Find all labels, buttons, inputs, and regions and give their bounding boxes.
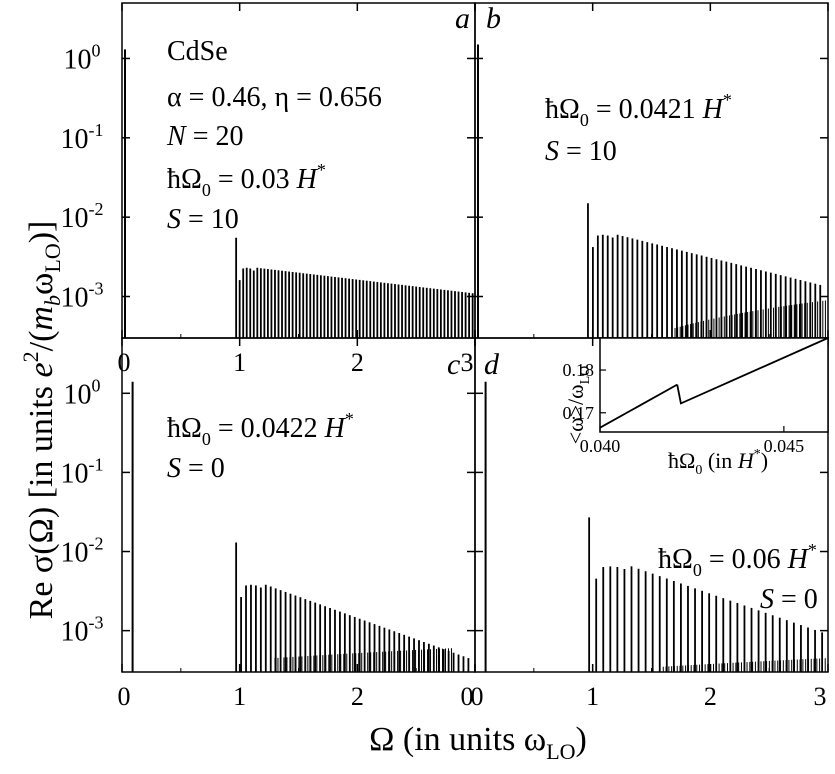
panel-letter-b: b — [486, 2, 501, 35]
inset-y-axis-label: <ω>/ωLO — [563, 366, 593, 445]
y-tick-label: 10-2 — [61, 534, 104, 569]
x-tick-label: 1 — [233, 682, 246, 711]
x-tick-label: 3 — [461, 348, 474, 377]
y-tick-label: 10-1 — [61, 454, 104, 489]
inset-y-tick-label: 0.17 — [563, 403, 595, 423]
inset-series-line — [676, 337, 829, 405]
x-tick-label: 1 — [586, 682, 599, 711]
y-tick-label: 10-3 — [61, 613, 104, 648]
annotation-d-1: S = 0 — [760, 584, 818, 615]
x-tick-label: 0 — [118, 348, 131, 377]
panel-d: 0 1 2 3 — [471, 337, 829, 711]
x-tick-label: 2 — [704, 682, 717, 711]
x-axis-label: Ω (in units ωLO) — [369, 721, 587, 764]
inset-series-line — [599, 383, 678, 429]
y-tick-label: 100 — [64, 40, 101, 75]
x-tick-label: 0 — [118, 682, 131, 711]
y-tick-label: 10-3 — [61, 279, 104, 314]
annotation-c-1: S = 0 — [167, 453, 225, 484]
inset-x-tick-label: 0.040 — [580, 436, 621, 456]
panel-a: 0 1 2 3 100 10-1 10-2 10-3 — [61, 2, 476, 377]
panel-b — [474, 2, 829, 339]
y-tick-label: 10-1 — [61, 120, 104, 155]
annotation-a-1: α = 0.46, η = 0.656 — [167, 82, 382, 113]
annotation-c-0: ħΩ0 = 0.0422 H* — [167, 409, 354, 449]
x-tick-label: 2 — [351, 682, 364, 711]
x-tick-label: 1 — [233, 348, 246, 377]
inset-y-tick-label: 0.18 — [563, 360, 595, 380]
annotation-a-2: N = 20 — [166, 121, 243, 152]
x-tick-label: 3 — [814, 682, 827, 711]
annotation-a-0: CdSe — [167, 36, 228, 67]
x-tick-label: 0 — [471, 682, 484, 711]
annotation-a-4: S = 10 — [167, 204, 239, 235]
annotation-b-0: ħΩ0 = 0.0421 H* — [545, 90, 732, 130]
panel-letter-c: c — [447, 348, 460, 381]
y-tick-label: 10-2 — [61, 199, 104, 234]
y-tick-label: 100 — [64, 375, 101, 410]
x-tick-label: 2 — [351, 348, 364, 377]
inset-x-axis-label: ħΩ0 (in H*) — [668, 447, 768, 478]
inset-frame — [599, 337, 829, 433]
plot-frame — [121, 337, 476, 673]
panel-letter-a: a — [455, 2, 470, 35]
x-tick-label: 0 — [461, 682, 474, 711]
annotation-b-1: S = 10 — [545, 136, 617, 167]
annotation-a-3: ħΩ0 = 0.03 H* — [167, 160, 326, 200]
inset-x-tick-label: 0.045 — [764, 436, 805, 456]
panel-d-inset: 0.040 0.045 0.17 0.18 — [563, 337, 829, 456]
panel-c: 0 1 2 0 100 10-1 10-2 10-3 — [61, 337, 476, 711]
y-axis-label: Re σ(Ω) [in units e2/(mbωLO)] — [18, 221, 65, 620]
annotation-d-0: ħΩ0 = 0.06 H* — [658, 540, 817, 580]
panel-letter-d: d — [484, 348, 500, 381]
